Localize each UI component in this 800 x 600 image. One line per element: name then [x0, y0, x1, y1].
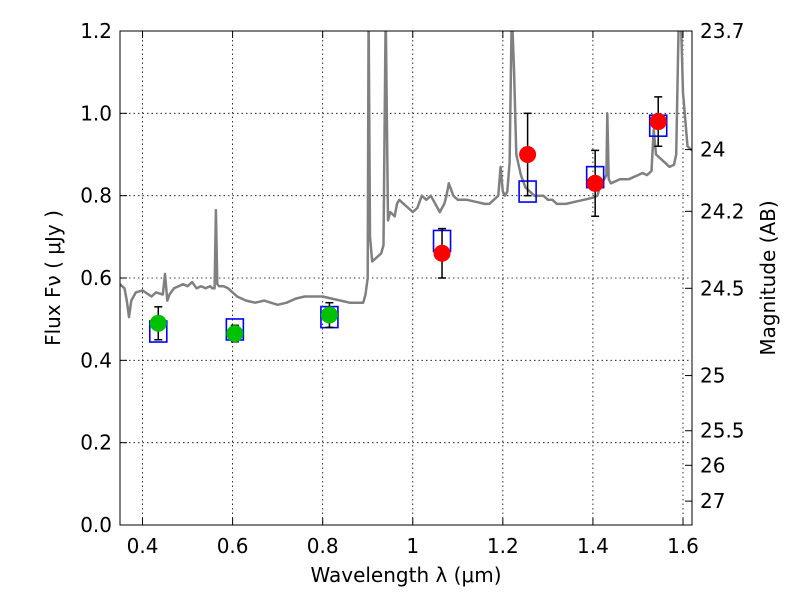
y-tick-label: 1.0 — [80, 101, 112, 125]
y2-tick-label: 25.5 — [700, 419, 745, 443]
y-tick-label: 1.2 — [80, 19, 112, 43]
y2-tick-label: 26 — [700, 453, 725, 477]
y-tick-label: 0.8 — [80, 184, 112, 208]
nir-flux-point — [433, 244, 451, 262]
y2-tick-label: 24.5 — [700, 276, 745, 300]
y2-tick-label: 23.7 — [700, 19, 745, 43]
y-tick-label: 0.4 — [80, 348, 112, 372]
y-tick-label: 0.2 — [80, 431, 112, 455]
x-tick-label: 1.6 — [667, 534, 699, 558]
x-axis-title: Wavelength λ (μm) — [310, 563, 501, 587]
nir-flux-point — [649, 113, 667, 131]
model-spectrum-line — [120, 31, 692, 319]
x-tick-label: 1.2 — [487, 534, 519, 558]
y2-tick-label: 24 — [700, 138, 725, 162]
x-tick-label: 1.4 — [577, 534, 609, 558]
nir-flux-point — [586, 174, 604, 192]
optical-flux-point — [320, 306, 338, 324]
y-tick-label: 0.0 — [80, 513, 112, 537]
optical-flux-point — [149, 314, 167, 332]
series-layer — [120, 31, 692, 343]
x-tick-label: 1 — [406, 534, 419, 558]
x-tick-label: 0.4 — [127, 534, 159, 558]
y2-axis-title: Magnitude (AB) — [756, 200, 780, 355]
y2-tick-label: 25 — [700, 364, 725, 388]
nir-flux-point — [519, 146, 537, 163]
x-tick-label: 0.6 — [217, 534, 249, 558]
y-axis-title: Flux Fν ( μJy ) — [41, 210, 65, 346]
y2-tick-label: 27 — [700, 489, 725, 513]
y-tick-label: 0.6 — [80, 266, 112, 290]
axis-ticks: 0.4 0.6 0.8 1 1.2 1.4 1.6 0.0 0.2 0.4 0.6 0.8 1.0 1.2… — [80, 19, 744, 558]
y2-tick-label: 24.2 — [700, 199, 745, 223]
optical-flux-point — [226, 325, 244, 343]
x-tick-label: 0.8 — [307, 534, 339, 558]
